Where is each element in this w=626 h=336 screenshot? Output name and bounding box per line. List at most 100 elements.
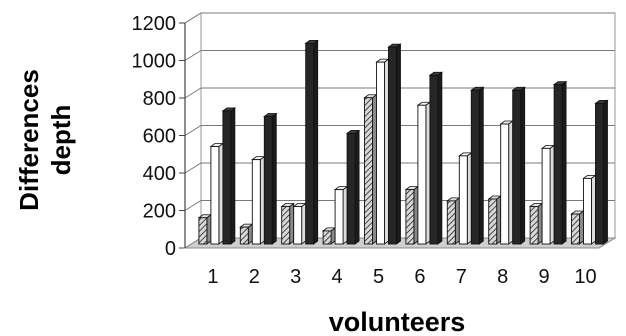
- bar-front: [263, 116, 273, 245]
- y-axis-title-line-1: Differences: [14, 69, 44, 211]
- bar-side: [437, 71, 443, 245]
- bar-side: [372, 93, 377, 245]
- y-tick-label: 1200: [132, 13, 177, 35]
- bar: [221, 107, 237, 245]
- bar: [375, 58, 390, 245]
- bar: [552, 80, 568, 245]
- x-tick-label: 8: [497, 266, 508, 288]
- bar-front: [595, 102, 604, 245]
- bar-side: [466, 152, 472, 245]
- bar: [570, 210, 585, 245]
- bar-side: [218, 142, 224, 245]
- bar: [239, 223, 254, 245]
- bar-side: [230, 107, 236, 245]
- bar: [446, 197, 461, 245]
- gridline: [184, 12, 615, 24]
- bar-front: [458, 155, 468, 245]
- bar-front: [470, 89, 480, 245]
- bar: [416, 101, 432, 245]
- bar: [251, 155, 266, 245]
- bar: [428, 71, 444, 245]
- x-tick-label: 6: [414, 266, 425, 288]
- bar-side: [478, 86, 484, 245]
- bar-front: [376, 61, 385, 245]
- bar-side: [396, 43, 401, 245]
- bar: [499, 120, 514, 245]
- bar-front: [364, 97, 373, 245]
- y-tick-label: 1000: [132, 51, 177, 73]
- y-axis-ticks: 0 200 400 600 800 1000 1200: [132, 13, 177, 260]
- bar: [304, 39, 319, 245]
- plot-area: [179, 12, 617, 249]
- bar-side: [413, 185, 419, 245]
- bar: [333, 185, 349, 245]
- bar-side: [508, 120, 514, 245]
- bar-side: [259, 155, 265, 245]
- x-tick-label: 2: [249, 266, 260, 288]
- bar-side: [537, 202, 543, 245]
- x-tick-label: 7: [456, 266, 467, 288]
- bar-front: [446, 200, 456, 245]
- bar: [487, 195, 502, 245]
- bar-side: [603, 99, 608, 245]
- bar-side: [289, 202, 295, 245]
- bar-front: [405, 189, 415, 245]
- y-axis-title-line-2: depth: [46, 105, 76, 176]
- x-tick-label: 3: [290, 266, 301, 288]
- bar: [582, 174, 597, 245]
- gridline: [184, 50, 615, 61]
- bar-front: [529, 206, 539, 245]
- bar-side: [301, 202, 307, 245]
- bar-side: [354, 129, 360, 245]
- bar-front: [553, 84, 563, 245]
- x-tick-label: 1: [207, 266, 218, 288]
- bar-side: [549, 144, 555, 245]
- bar-side: [425, 101, 431, 245]
- bar: [540, 144, 556, 245]
- bar: [470, 86, 485, 245]
- y-tick-label: 800: [143, 88, 176, 110]
- bar: [458, 152, 473, 245]
- bar-front: [488, 198, 498, 245]
- bar: [404, 185, 420, 245]
- bar-front: [388, 46, 397, 245]
- bar: [292, 202, 307, 245]
- bar: [594, 99, 609, 245]
- bar-front: [322, 230, 332, 245]
- x-tick-label: 10: [574, 266, 596, 288]
- bar-side: [313, 39, 319, 245]
- bar-front: [251, 159, 261, 245]
- bar-front: [541, 147, 551, 245]
- y-tick-label: 0: [165, 238, 176, 260]
- bar-front: [417, 104, 427, 245]
- bar: [511, 86, 526, 245]
- bar: [209, 142, 225, 245]
- bar: [321, 227, 337, 245]
- bar-front: [281, 206, 291, 245]
- bar: [387, 43, 402, 245]
- bar-front: [293, 206, 303, 245]
- bar: [363, 93, 378, 245]
- x-axis-ticks: 1 2 3 4 5 6 7 8 9 10: [207, 266, 596, 288]
- bar-front: [222, 110, 232, 245]
- bar-front: [239, 226, 249, 245]
- bar-front: [512, 89, 522, 245]
- bar-side: [561, 80, 567, 245]
- y-tick-label: 400: [143, 163, 176, 185]
- bar-side: [496, 195, 502, 245]
- bar-side: [271, 112, 277, 245]
- bar-front: [210, 146, 220, 245]
- x-tick-label: 5: [373, 266, 384, 288]
- bar-side: [384, 58, 389, 245]
- bar-front: [346, 132, 356, 245]
- bar: [280, 202, 295, 245]
- bar-side: [206, 213, 212, 245]
- bar-front: [429, 74, 439, 245]
- x-axis-title: volunteers: [329, 307, 466, 336]
- bar: [345, 129, 361, 245]
- bar-front: [334, 189, 344, 245]
- bar-front: [583, 177, 592, 245]
- bar: [263, 112, 278, 245]
- bar-side: [342, 185, 348, 245]
